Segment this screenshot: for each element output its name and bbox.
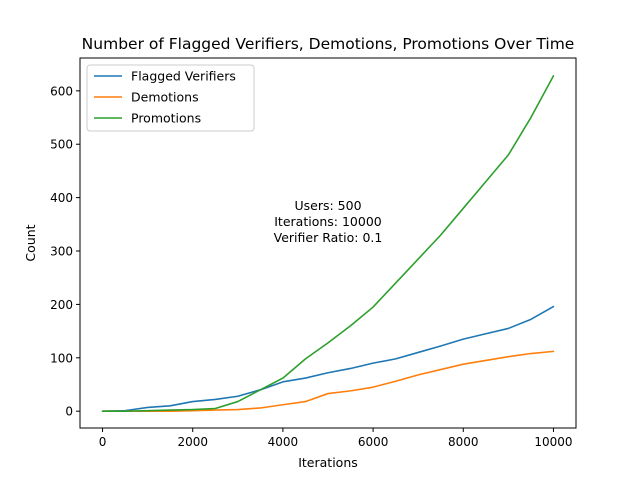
y-tick-label: 200 <box>50 298 73 312</box>
y-tick-label: 600 <box>50 84 73 98</box>
legend-box <box>86 64 255 132</box>
plot-frame <box>79 57 577 429</box>
series-line-flagged-verifiers <box>101 305 555 412</box>
annotation-line: Verifier Ratio: 0.1 <box>274 230 383 245</box>
series-layer <box>101 75 555 412</box>
y-tick-label: 500 <box>50 138 73 152</box>
annotation-line: Users: 500 <box>294 198 361 213</box>
annotation-line: Iterations: 10000 <box>274 214 382 229</box>
series-line-promotions <box>101 75 555 412</box>
y-tick-label: 300 <box>50 245 73 259</box>
chart-title: Number of Flagged Verifiers, Demotions, … <box>82 35 575 53</box>
legend-label: Demotions <box>131 90 199 105</box>
x-tick-label: 8000 <box>448 435 479 449</box>
legend: Flagged Verifiers Demotions Promotions <box>86 64 255 132</box>
legend-label: Promotions <box>131 111 201 126</box>
annotation: Users: 500 Iterations: 10000 Verifier Ra… <box>274 198 383 245</box>
y-tick-label: 100 <box>50 351 73 365</box>
y-tick-label: 400 <box>50 191 73 205</box>
y-axis-label: Count <box>23 224 38 261</box>
x-tick-label: 6000 <box>358 435 389 449</box>
x-axis-label: Iterations <box>298 455 358 470</box>
y-tick-label: 0 <box>65 405 73 419</box>
x-tick-label: 0 <box>99 435 107 449</box>
series-line-demotions <box>101 350 555 412</box>
ticks-layer: 0 2000 4000 6000 8000 10000 0 100 200 300 400 500 60… <box>50 84 572 449</box>
legend-label: Flagged Verifiers <box>131 69 236 84</box>
x-tick-label: 10000 <box>534 435 572 449</box>
x-tick-label: 4000 <box>268 435 299 449</box>
x-tick-label: 2000 <box>177 435 208 449</box>
